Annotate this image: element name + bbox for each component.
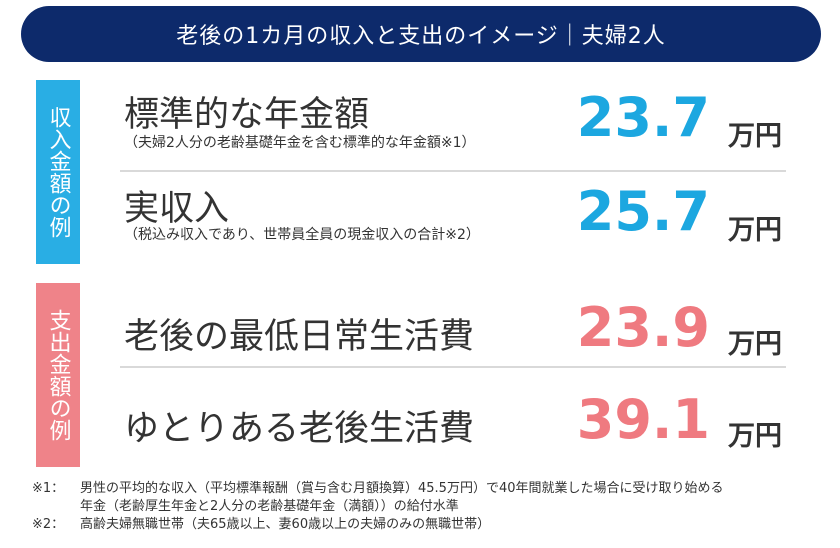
footnote-1: ※1： 男性の平均的な収入（平均標準報酬（賞与含む月額換算）45.5万円）で40… <box>32 480 822 498</box>
row-divider <box>120 366 786 368</box>
row-title: 標準的な年金額 <box>124 95 370 135</box>
banner: 老後の1カ月の収入と支出のイメージ｜夫婦2人 <box>21 6 821 62</box>
row-title: ゆとりある老後生活費 <box>124 409 475 449</box>
row-value: 23.9 <box>576 296 710 359</box>
row-unit: 万円 <box>728 329 782 360</box>
footnote-text: 年金（老齢厚生年金と2人分の老齢基礎年金（満額））の給付水準 <box>80 499 459 514</box>
footnotes: ※1： 男性の平均的な収入（平均標準報酬（賞与含む月額換算）45.5万円）で40… <box>32 480 822 534</box>
row-unit: 万円 <box>728 215 782 246</box>
footnote-2: ※2： 高齢夫婦無職世帯（夫65歳以上、妻60歳以上の夫婦のみの無職世帯） <box>32 516 822 534</box>
footnote-text: 高齢夫婦無職世帯（夫65歳以上、妻60歳以上の夫婦のみの無職世帯） <box>80 517 491 532</box>
row-value: 25.7 <box>576 180 710 243</box>
row-subtitle: （夫婦2人分の老齢基礎年金を含む標準的な年金額※1） <box>124 135 476 151</box>
row-value: 39.1 <box>576 388 710 451</box>
row-title: 老後の最低日常生活費 <box>124 317 475 357</box>
row-actual-income: 実収入 （税込み収入であり、世帯員全員の現金収入の合計※2） 25.7 万円 <box>120 176 786 266</box>
row-unit: 万円 <box>728 421 782 452</box>
row-subtitle: （税込み収入であり、世帯員全員の現金収入の合計※2） <box>124 227 480 243</box>
row-unit: 万円 <box>728 121 782 152</box>
row-minimum-living-cost: 老後の最低日常生活費 23.9 万円 <box>120 290 786 368</box>
row-value: 23.7 <box>576 86 710 149</box>
row-title: 実収入 <box>124 189 230 229</box>
footnote-mark: ※2： <box>32 517 65 532</box>
row-standard-pension: 標準的な年金額 （夫婦2人分の老齢基礎年金を含む標準的な年金額※1） 23.7 … <box>120 80 786 172</box>
banner-title: 老後の1カ月の収入と支出のイメージ｜夫婦2人 <box>176 24 666 49</box>
footnote-1-continued: 年金（老齢厚生年金と2人分の老齢基礎年金（満額））の給付水準 <box>32 498 822 516</box>
footnote-mark: ※1： <box>32 481 65 496</box>
income-group-label: 収入金額の例 <box>36 80 80 264</box>
footnote-text: 男性の平均的な収入（平均標準報酬（賞与含む月額換算）45.5万円）で40年間就業… <box>80 481 724 496</box>
row-divider <box>120 170 786 172</box>
row-comfortable-living-cost: ゆとりある老後生活費 39.1 万円 <box>120 380 786 466</box>
expense-group-label: 支出金額の例 <box>36 283 80 467</box>
